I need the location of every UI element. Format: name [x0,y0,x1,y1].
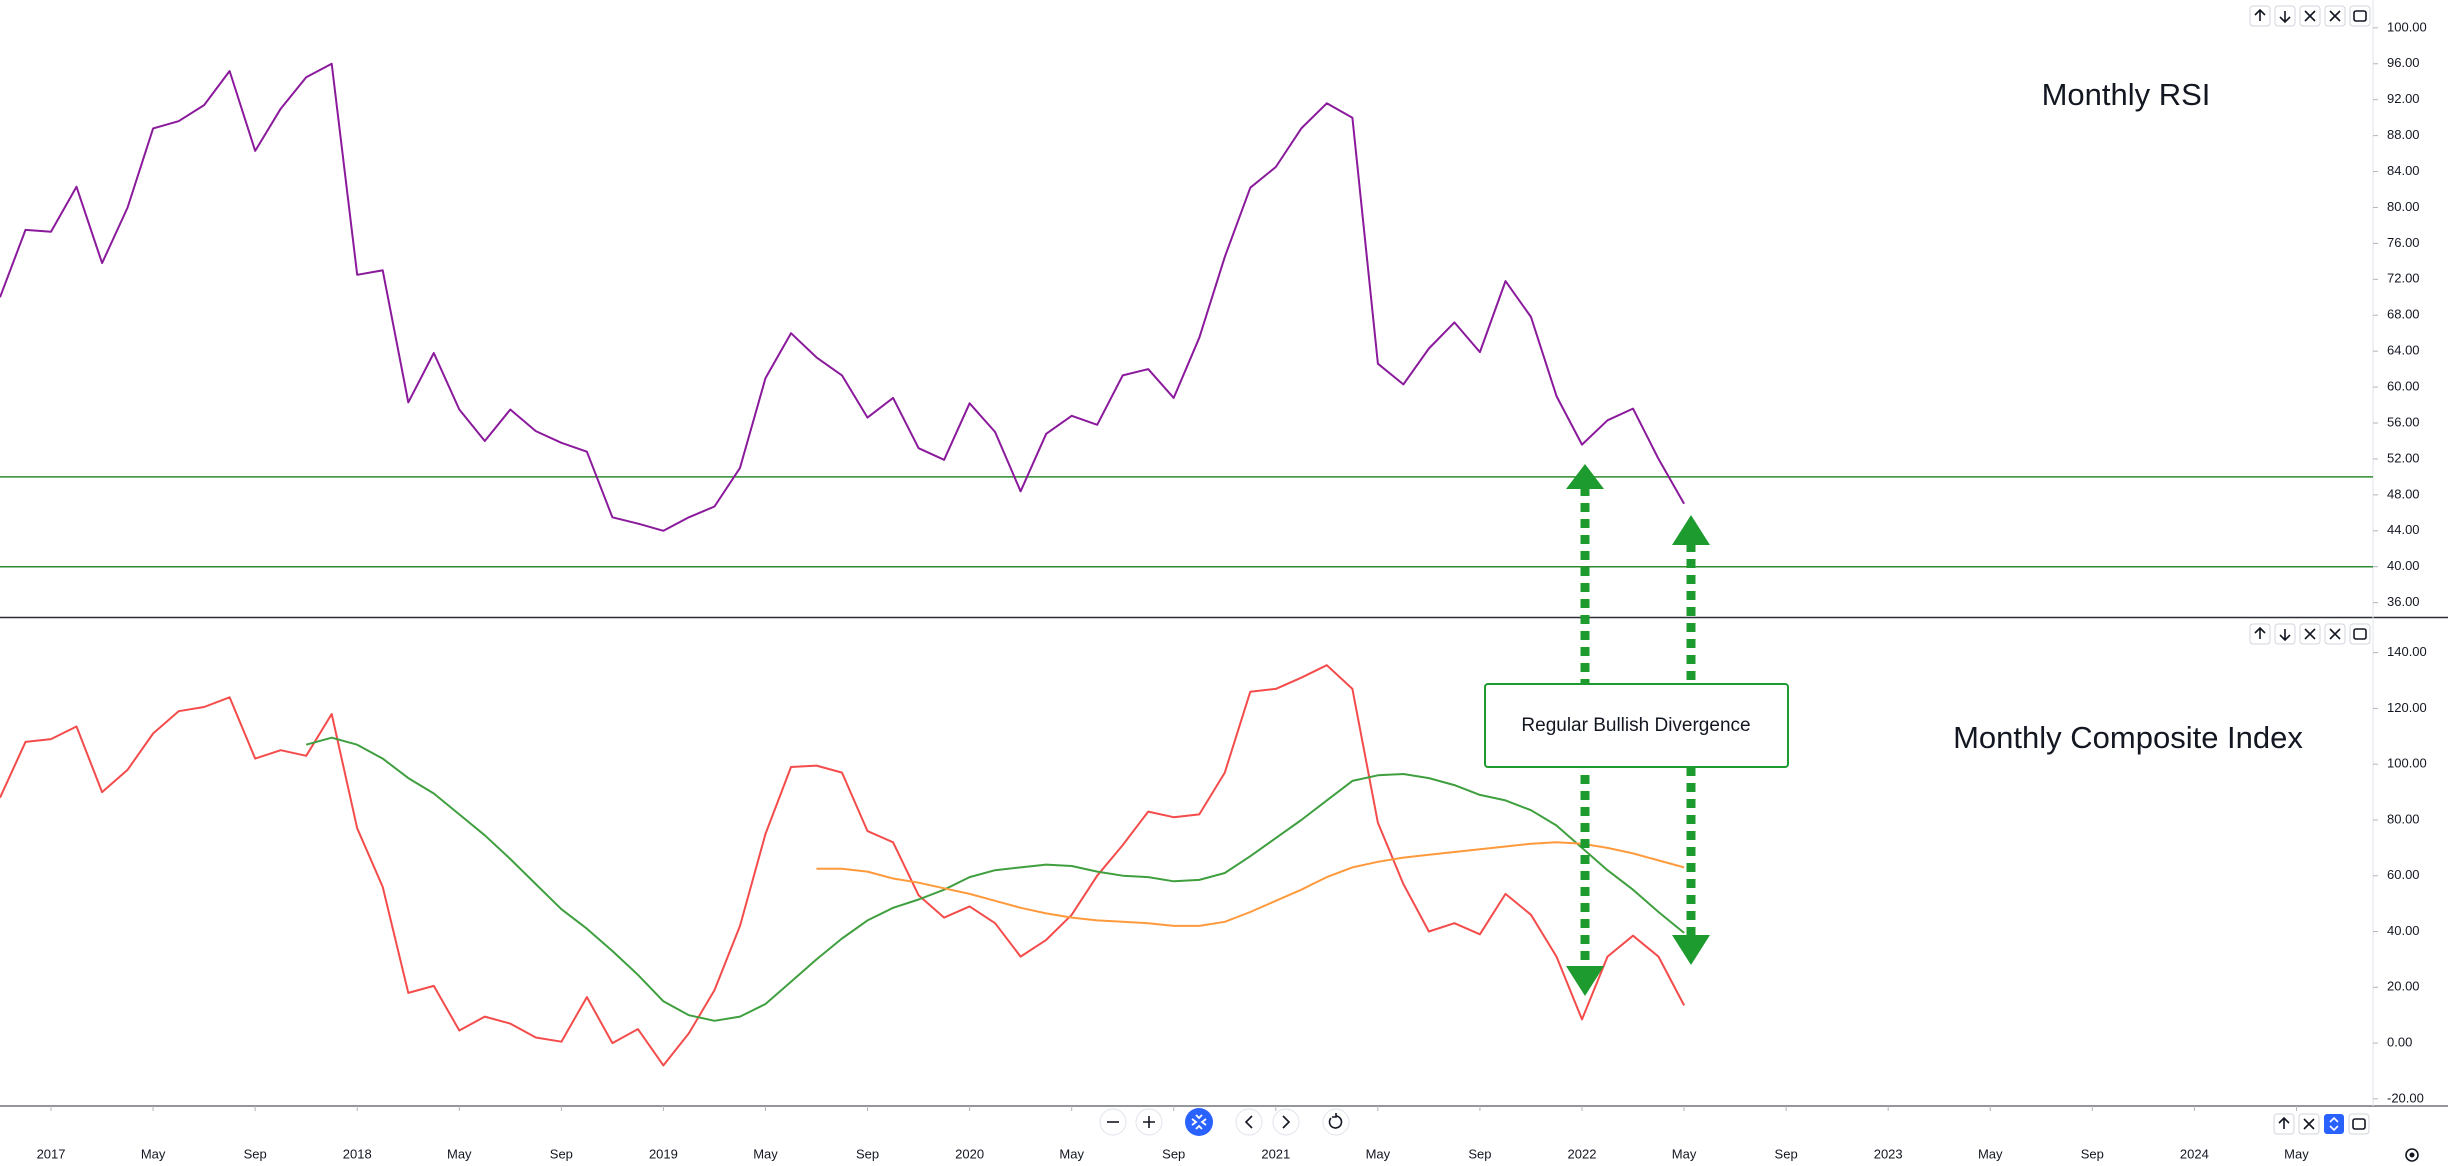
axis-toolbar [2273,1113,2419,1162]
close-button[interactable] [2299,623,2321,645]
arrow-head [1566,966,1604,996]
move-down-button[interactable] [2274,5,2296,27]
pane-title: Monthly Composite Index [1953,720,2303,755]
y-tick-label: 88.00 [2387,127,2420,142]
scroll-left-button[interactable] [1235,1108,1263,1136]
x-tick-label: 2018 [343,1146,372,1161]
y-tick-label: 40.00 [2387,923,2420,938]
y-tick-label: 92.00 [2387,91,2420,106]
settings-button[interactable] [2405,1148,2419,1162]
y-tick-label: -20.00 [2387,1090,2424,1105]
x-tick-label: Sep [1162,1146,1185,1161]
annotation-text: Regular Bullish Divergence [1521,715,1750,736]
x-tick-label: May [1672,1146,1697,1161]
x-tick-label: 2024 [2180,1146,2209,1161]
x-tick-label: May [1978,1146,2003,1161]
plots: 100.00 96.00 92.00 88.00 84.00 80.00 76.00 72.0… [0,19,2427,1161]
scale-toggle-button[interactable] [2324,1114,2344,1134]
pane-toolbar [2249,623,2371,645]
move-up-button[interactable] [2249,623,2271,645]
move-down-button[interactable] [2274,623,2296,645]
annotation-box [1484,683,1789,768]
y-tick-label: 96.00 [2387,55,2420,70]
series-line [0,664,1685,1067]
zoom-in-button[interactable] [1135,1108,1163,1136]
x-tick-label: 2019 [649,1146,678,1161]
x-tick-label: May [141,1146,166,1161]
y-tick-label: 52.00 [2387,450,2420,465]
y-tick-label: 64.00 [2387,343,2420,358]
move-up-button[interactable] [2273,1113,2295,1135]
x-tick-label: May [753,1146,778,1161]
x-tick-label: Sep [244,1146,267,1161]
x-tick-label: 2017 [37,1146,66,1161]
y-tick-label: 60.00 [2387,379,2420,394]
pane-toolbar [2249,5,2371,27]
maximize-button[interactable] [2348,1113,2370,1135]
y-tick-label: 56.00 [2387,414,2420,429]
close-button[interactable] [2299,5,2321,27]
x-tick-label: May [2284,1146,2309,1161]
series-line [305,736,1685,1022]
close-button[interactable] [2298,1113,2320,1135]
arrow-head [1566,464,1604,489]
series-line [0,62,1685,532]
zoom-out-button[interactable] [1099,1108,1127,1136]
x-tick-label: 2022 [1568,1146,1597,1161]
x-tick-label: May [1366,1146,1391,1161]
y-tick-label: 40.00 [2387,558,2420,573]
navigation-toolbar [1099,1108,1350,1136]
arrow-head [1672,515,1710,545]
x-tick-label: Sep [856,1146,879,1161]
reset-chart-button[interactable] [1322,1108,1350,1136]
maximize-button[interactable] [2349,623,2371,645]
y-tick-label: 76.00 [2387,235,2420,250]
maximize-button[interactable] [2349,5,2371,27]
y-tick-label: 72.00 [2387,271,2420,286]
y-tick-label: 80.00 [2387,199,2420,214]
arrow-head [1672,935,1710,965]
y-tick-label: 84.00 [2387,163,2420,178]
collapse-button[interactable] [2324,623,2346,645]
x-tick-label: Sep [2081,1146,2104,1161]
x-tick-label: 2020 [955,1146,984,1161]
y-tick-label: 0.00 [2387,1035,2412,1050]
collapse-button[interactable] [2324,5,2346,27]
x-tick-label: 2023 [1874,1146,1903,1161]
x-tick-label: May [1059,1146,1084,1161]
y-tick-label: 120.00 [2387,700,2427,715]
y-tick-label: 80.00 [2387,811,2420,826]
series-line [816,841,1685,927]
x-tick-label: Sep [550,1146,573,1161]
reset-zoom-button[interactable] [1185,1108,1213,1136]
y-tick-label: 48.00 [2387,486,2420,501]
y-tick-label: 100.00 [2387,19,2427,34]
scroll-right-button[interactable] [1272,1108,1300,1136]
y-tick-label: 20.00 [2387,979,2420,994]
x-tick-label: Sep [1468,1146,1491,1161]
y-tick-label: 60.00 [2387,867,2420,882]
x-tick-label: Sep [1775,1146,1798,1161]
y-tick-label: 100.00 [2387,756,2427,771]
pane-title: Monthly RSI [2042,77,2211,112]
y-tick-label: 36.00 [2387,594,2420,609]
y-tick-label: 140.00 [2387,644,2427,659]
move-up-button[interactable] [2249,5,2271,27]
y-tick-label: 68.00 [2387,307,2420,322]
x-tick-label: May [447,1146,472,1161]
x-tick-label: 2021 [1261,1146,1290,1161]
y-tick-label: 44.00 [2387,522,2420,537]
